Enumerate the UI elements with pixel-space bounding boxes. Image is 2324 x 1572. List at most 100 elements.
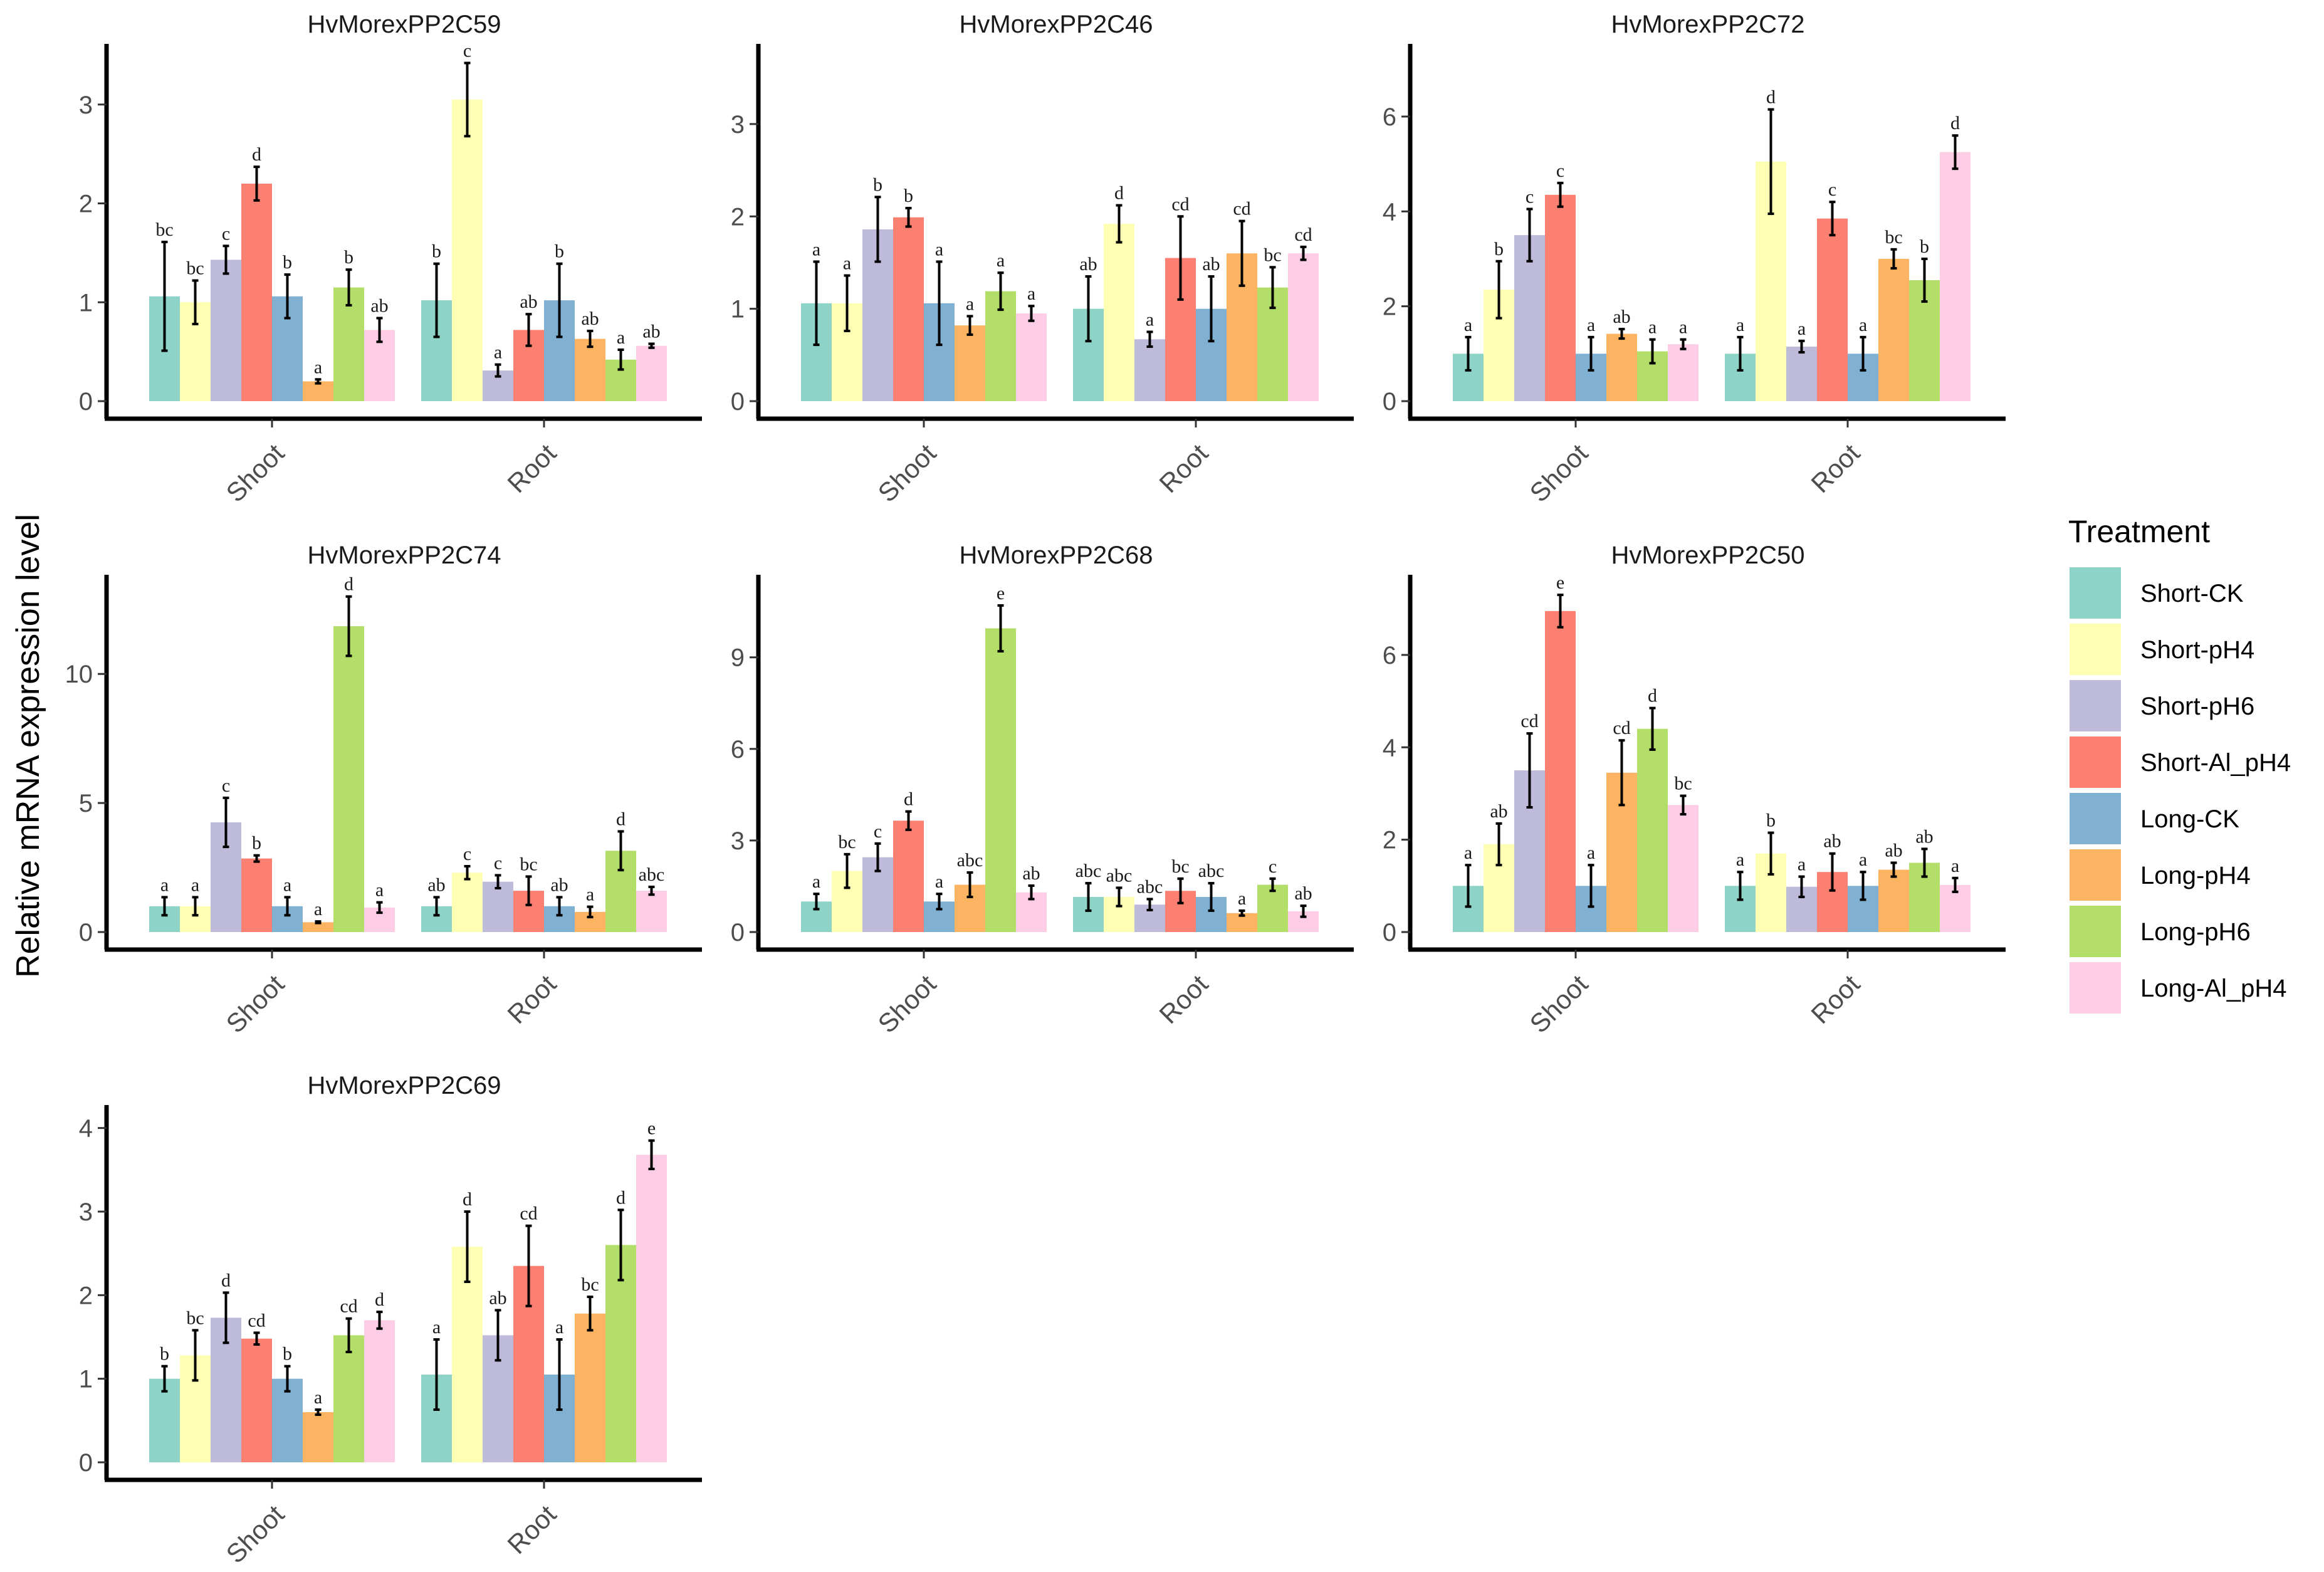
bar-long-ph6-root bbox=[1257, 884, 1288, 932]
x-category-label: Shoot bbox=[221, 1499, 290, 1569]
bar-long-ph6-shoot bbox=[333, 1335, 364, 1462]
bar-long-ph4-shoot bbox=[1606, 333, 1637, 401]
y-tick-label: 2 bbox=[731, 203, 745, 231]
legend-title: Treatment bbox=[2068, 514, 2210, 549]
significance-label: a bbox=[1951, 856, 1959, 876]
significance-label: a bbox=[935, 871, 943, 892]
x-category-label: Shoot bbox=[1524, 969, 1594, 1039]
legend-label: Short-pH6 bbox=[2140, 693, 2254, 720]
x-category-label: Root bbox=[501, 1499, 562, 1559]
significance-label: b bbox=[160, 1344, 169, 1365]
y-tick-label: 4 bbox=[79, 1115, 93, 1143]
legend-label: Short-CK bbox=[2140, 580, 2244, 607]
significance-label: c bbox=[463, 41, 471, 61]
bar-short-al_ph4-shoot bbox=[241, 858, 272, 932]
bar-long-al_ph4-root bbox=[636, 345, 667, 401]
y-tick-label: 4 bbox=[1383, 734, 1396, 762]
bar-long-ph4-root bbox=[1878, 258, 1909, 401]
significance-label: ab bbox=[1294, 883, 1312, 904]
significance-label: a bbox=[494, 342, 502, 363]
significance-label: cd bbox=[1613, 718, 1630, 738]
legend-item-long-al_ph4: Long-Al_pH4 bbox=[2070, 962, 2287, 1014]
significance-label: abc bbox=[1106, 865, 1133, 886]
legend-swatch bbox=[2070, 849, 2121, 901]
significance-label: a bbox=[314, 1387, 322, 1408]
y-tick-label: 0 bbox=[79, 1449, 93, 1477]
significance-label: c bbox=[463, 844, 471, 864]
significance-label: a bbox=[1464, 842, 1472, 863]
y-tick-label: 0 bbox=[79, 388, 93, 416]
significance-label: b bbox=[1920, 236, 1929, 257]
bar-short-al_ph4-shoot bbox=[1545, 610, 1576, 932]
bar-short-al_ph4-shoot bbox=[1545, 194, 1576, 401]
significance-label: cd bbox=[1521, 711, 1538, 731]
y-tick-label: 0 bbox=[1383, 919, 1396, 946]
legend-swatch bbox=[2070, 624, 2121, 675]
significance-label: a bbox=[191, 874, 199, 895]
significance-label: bc bbox=[1171, 856, 1189, 877]
bar-long-ph4-shoot bbox=[303, 381, 333, 401]
significance-label: ab bbox=[1022, 863, 1040, 884]
significance-label: bc bbox=[581, 1274, 599, 1295]
significance-label: abc bbox=[1076, 861, 1102, 881]
legend-swatch bbox=[2070, 736, 2121, 788]
y-tick-label: 2 bbox=[79, 1282, 93, 1309]
significance-label: ab bbox=[581, 308, 599, 329]
bar-short-al_ph4-shoot bbox=[893, 217, 924, 401]
significance-label: a bbox=[843, 253, 851, 274]
y-tick-label: 2 bbox=[1383, 827, 1396, 854]
significance-label: cd bbox=[1233, 199, 1250, 219]
significance-label: d bbox=[904, 789, 913, 810]
significance-label: a bbox=[966, 293, 974, 314]
significance-label: ab bbox=[1202, 254, 1220, 275]
significance-label: b bbox=[904, 186, 913, 206]
significance-label: a bbox=[812, 239, 820, 259]
significance-label: ab bbox=[1079, 254, 1097, 275]
legend-item-short-ph4: Short-pH4 bbox=[2070, 624, 2254, 675]
legend-swatch bbox=[2070, 680, 2121, 731]
significance-label: a bbox=[935, 239, 943, 259]
bar-short-al_ph4-shoot bbox=[893, 820, 924, 932]
bar-short-al_ph4-shoot bbox=[241, 183, 272, 401]
significance-label: bc bbox=[186, 1307, 204, 1328]
x-category-label: Shoot bbox=[221, 969, 290, 1039]
significance-label: a bbox=[1648, 317, 1657, 338]
legend-item-long-ph4: Long-pH4 bbox=[2070, 849, 2251, 901]
legend-label: Short-Al_pH4 bbox=[2140, 749, 2291, 777]
bar-long-al_ph4-shoot bbox=[364, 1320, 395, 1462]
significance-label: ab bbox=[1490, 801, 1507, 822]
legend-item-short-al_ph4: Short-Al_pH4 bbox=[2070, 736, 2291, 788]
bar-short-al_ph4-root bbox=[1817, 218, 1848, 401]
significance-label: a bbox=[812, 871, 820, 892]
bar-long-ph4-root bbox=[575, 1313, 605, 1462]
significance-label: c bbox=[222, 775, 230, 796]
significance-label: b bbox=[252, 833, 261, 854]
panel-hvmorexpp2c50: HvMorexPP2C500246aabcdeacddbcShootabaaba… bbox=[1383, 542, 2006, 1039]
legend-label: Long-Al_pH4 bbox=[2140, 975, 2287, 1002]
panel-title: HvMorexPP2C50 bbox=[1611, 542, 1804, 569]
significance-label: bc bbox=[1674, 773, 1692, 794]
significance-label: bc bbox=[1264, 244, 1281, 265]
significance-label: b bbox=[1766, 810, 1776, 831]
legend-swatch bbox=[2070, 567, 2121, 619]
significance-label: a bbox=[1859, 315, 1867, 335]
y-tick-label: 2 bbox=[1383, 293, 1396, 321]
significance-label: bc bbox=[186, 258, 204, 279]
panel-title: HvMorexPP2C74 bbox=[307, 542, 501, 569]
bar-short-ph6-shoot bbox=[1514, 235, 1545, 401]
significance-label: d bbox=[616, 1187, 625, 1208]
y-tick-label: 6 bbox=[1383, 103, 1396, 131]
significance-label: a bbox=[1587, 315, 1595, 335]
significance-label: abc bbox=[639, 864, 665, 885]
legend-label: Long-pH6 bbox=[2140, 918, 2251, 946]
x-category-label: Root bbox=[1153, 438, 1213, 498]
legend-label: Long-pH4 bbox=[2140, 862, 2251, 889]
x-category-label: Root bbox=[501, 438, 562, 498]
significance-label: a bbox=[1736, 315, 1744, 335]
significance-label: abc bbox=[1137, 876, 1163, 897]
bar-long-ph4-shoot bbox=[303, 922, 333, 932]
y-axis-label: Relative mRNA expression level bbox=[10, 514, 46, 978]
significance-label: bc bbox=[155, 219, 173, 240]
